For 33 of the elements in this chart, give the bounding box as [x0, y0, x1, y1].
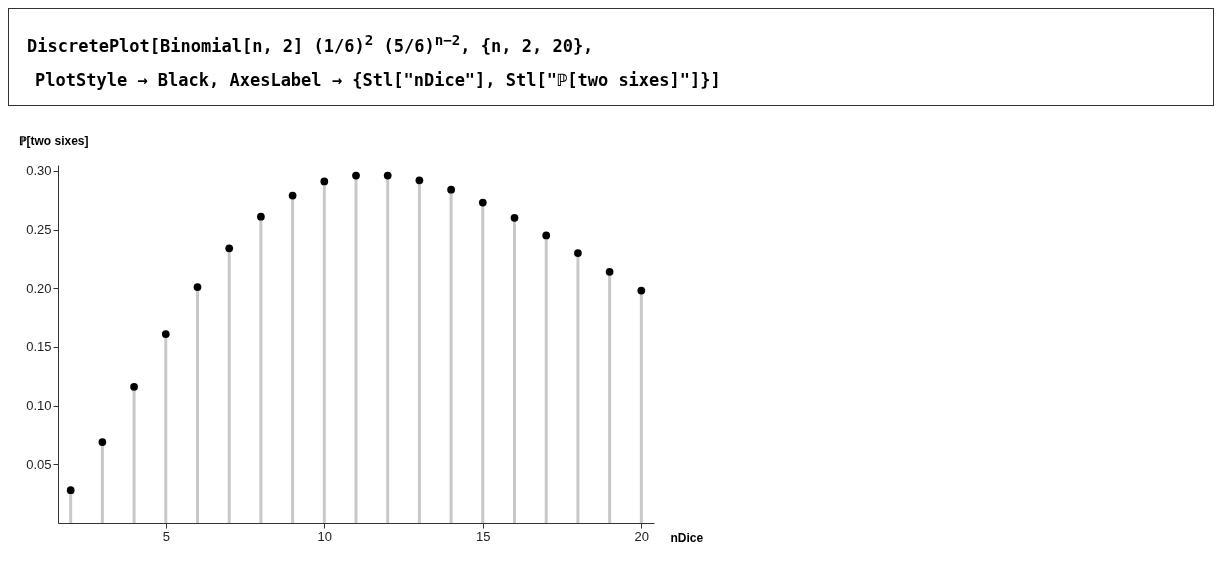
point	[605, 267, 614, 276]
y-tick-label: 0.15	[26, 339, 52, 355]
point	[225, 244, 234, 252]
y-tick-label: 0.10	[26, 397, 52, 413]
point	[447, 185, 455, 194]
point	[542, 231, 551, 239]
text: PlotStyle → Black, AxesLabel → {Stl["nDice"], Stl["ℙ[two sixes]"]}]	[34, 68, 722, 92]
point	[193, 282, 202, 291]
y-tick-label: 0.30	[26, 163, 52, 179]
point	[98, 437, 107, 446]
point	[130, 382, 138, 391]
point	[257, 212, 265, 221]
x-tick-label: 10	[317, 528, 333, 544]
point	[352, 171, 360, 180]
point	[415, 176, 424, 184]
point	[161, 329, 170, 338]
point	[510, 213, 519, 222]
x-tick-label: 5	[162, 528, 170, 544]
y-axis-title: ℙ[two sixes]	[18, 133, 89, 148]
point	[637, 286, 646, 295]
point	[574, 248, 582, 257]
x-tick-label: 20	[634, 528, 650, 544]
x-tick-label: 15	[476, 528, 491, 544]
point	[288, 191, 297, 200]
text: DiscretePlot[Binomial[n, 2] (1/6)$^{2}$ (5/6)$^{n−2}$, {n, 2, 20},	[27, 31, 595, 58]
y-tick-label: 0.05	[26, 456, 52, 472]
point	[383, 171, 392, 180]
y-tick-label: 0.25	[26, 221, 52, 237]
point	[66, 485, 75, 494]
y-tick-label: 0.20	[26, 280, 52, 296]
point	[478, 198, 487, 207]
x-axis-title: nDice	[670, 530, 704, 545]
point	[320, 177, 329, 185]
